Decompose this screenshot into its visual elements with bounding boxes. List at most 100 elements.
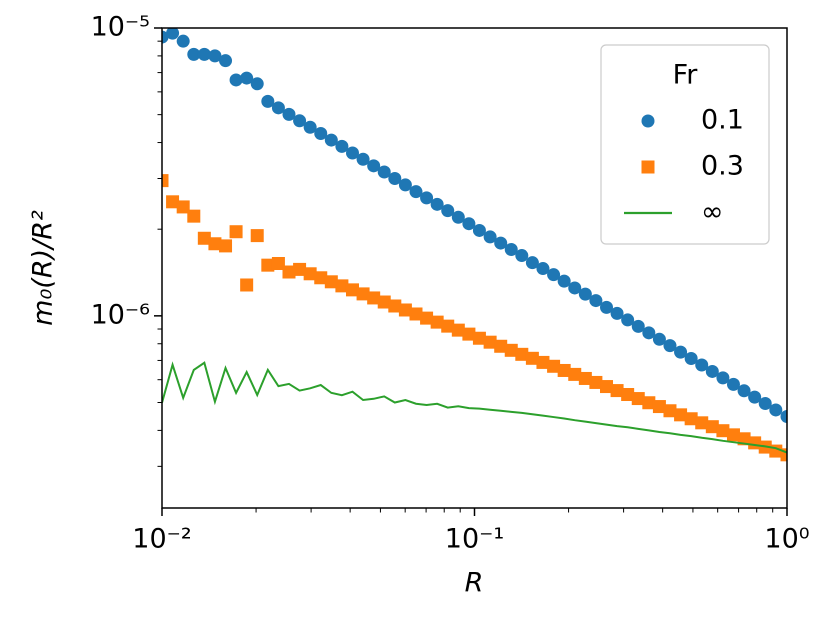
data-point [494, 236, 508, 250]
data-point [197, 47, 211, 61]
data-point [166, 195, 180, 209]
data-point [377, 295, 391, 309]
data-point [568, 281, 582, 295]
data-point [536, 355, 550, 369]
data-point [282, 107, 296, 121]
data-point [420, 191, 434, 205]
data-point [367, 159, 381, 173]
data-point [187, 209, 201, 223]
data-point [642, 396, 656, 410]
data-point [737, 432, 751, 446]
data-point [451, 323, 465, 337]
data-point [229, 73, 243, 87]
data-point [684, 351, 698, 365]
data-point [261, 258, 275, 272]
data-point [589, 375, 603, 389]
data-point [356, 152, 370, 166]
x-tick-label: 10⁻¹ [445, 524, 504, 555]
data-point [695, 416, 709, 430]
data-point [483, 230, 497, 244]
data-point [282, 265, 296, 279]
data-point [578, 371, 592, 385]
legend-title: Fr [673, 60, 699, 91]
data-point [441, 319, 455, 333]
data-point [621, 313, 635, 327]
data-point [578, 287, 592, 301]
data-point [684, 412, 698, 426]
data-point [758, 396, 772, 410]
data-point [462, 217, 476, 231]
data-point [324, 275, 338, 289]
data-point [525, 351, 539, 365]
legend-marker [641, 114, 655, 128]
data-point [652, 400, 666, 414]
data-point [208, 237, 222, 251]
data-point [737, 384, 751, 398]
series-line [162, 361, 787, 454]
data-point [162, 174, 169, 188]
data-point [726, 377, 740, 391]
data-point [695, 358, 709, 372]
data-point [335, 279, 349, 293]
data-point [166, 28, 180, 40]
data-point [451, 210, 465, 224]
data-point [293, 262, 307, 276]
data-point [176, 34, 190, 48]
data-point [716, 371, 730, 385]
data-point [780, 448, 787, 462]
data-point [589, 294, 603, 308]
data-point [631, 319, 645, 333]
data-point [324, 133, 338, 147]
data-point [525, 256, 539, 270]
data-point [780, 410, 787, 424]
data-point [663, 404, 677, 418]
x-axis-label: R [465, 568, 484, 599]
data-point [504, 243, 518, 257]
data-point [642, 326, 656, 340]
data-point [356, 287, 370, 301]
data-point [504, 343, 518, 357]
data-point [557, 363, 571, 377]
data-point [335, 139, 349, 153]
data-point [610, 384, 624, 398]
data-point [430, 315, 444, 329]
data-point [219, 54, 233, 68]
plot-area [162, 28, 787, 462]
data-point [600, 380, 614, 394]
data-point [229, 225, 243, 239]
data-point [303, 120, 317, 134]
data-point [472, 223, 486, 237]
data-point [547, 268, 561, 282]
data-point [494, 339, 508, 353]
legend-label: ∞ [701, 197, 724, 228]
data-point [663, 339, 677, 353]
data-point [176, 200, 190, 214]
data-point [483, 335, 497, 349]
data-point [250, 77, 264, 91]
data-point [271, 101, 285, 115]
x-tick-label: 10⁻² [132, 524, 191, 555]
data-point [314, 127, 328, 141]
data-point [631, 392, 645, 406]
legend-label: 0.3 [701, 151, 744, 182]
data-point [462, 327, 476, 341]
data-point [367, 291, 381, 305]
data-point [674, 408, 688, 422]
data-point [345, 283, 359, 297]
data-point [345, 146, 359, 160]
data-point [388, 172, 402, 186]
data-point [409, 307, 423, 321]
data-point [568, 367, 582, 381]
data-point [515, 347, 529, 361]
data-point [472, 331, 486, 345]
data-point [398, 303, 412, 317]
data-point [261, 94, 275, 108]
data-point [748, 390, 762, 404]
data-point [377, 165, 391, 179]
data-point [441, 204, 455, 218]
data-point [621, 388, 635, 402]
data-point [409, 185, 423, 199]
y-tick-label: 10⁻⁶ [91, 299, 150, 330]
data-point [420, 311, 434, 325]
